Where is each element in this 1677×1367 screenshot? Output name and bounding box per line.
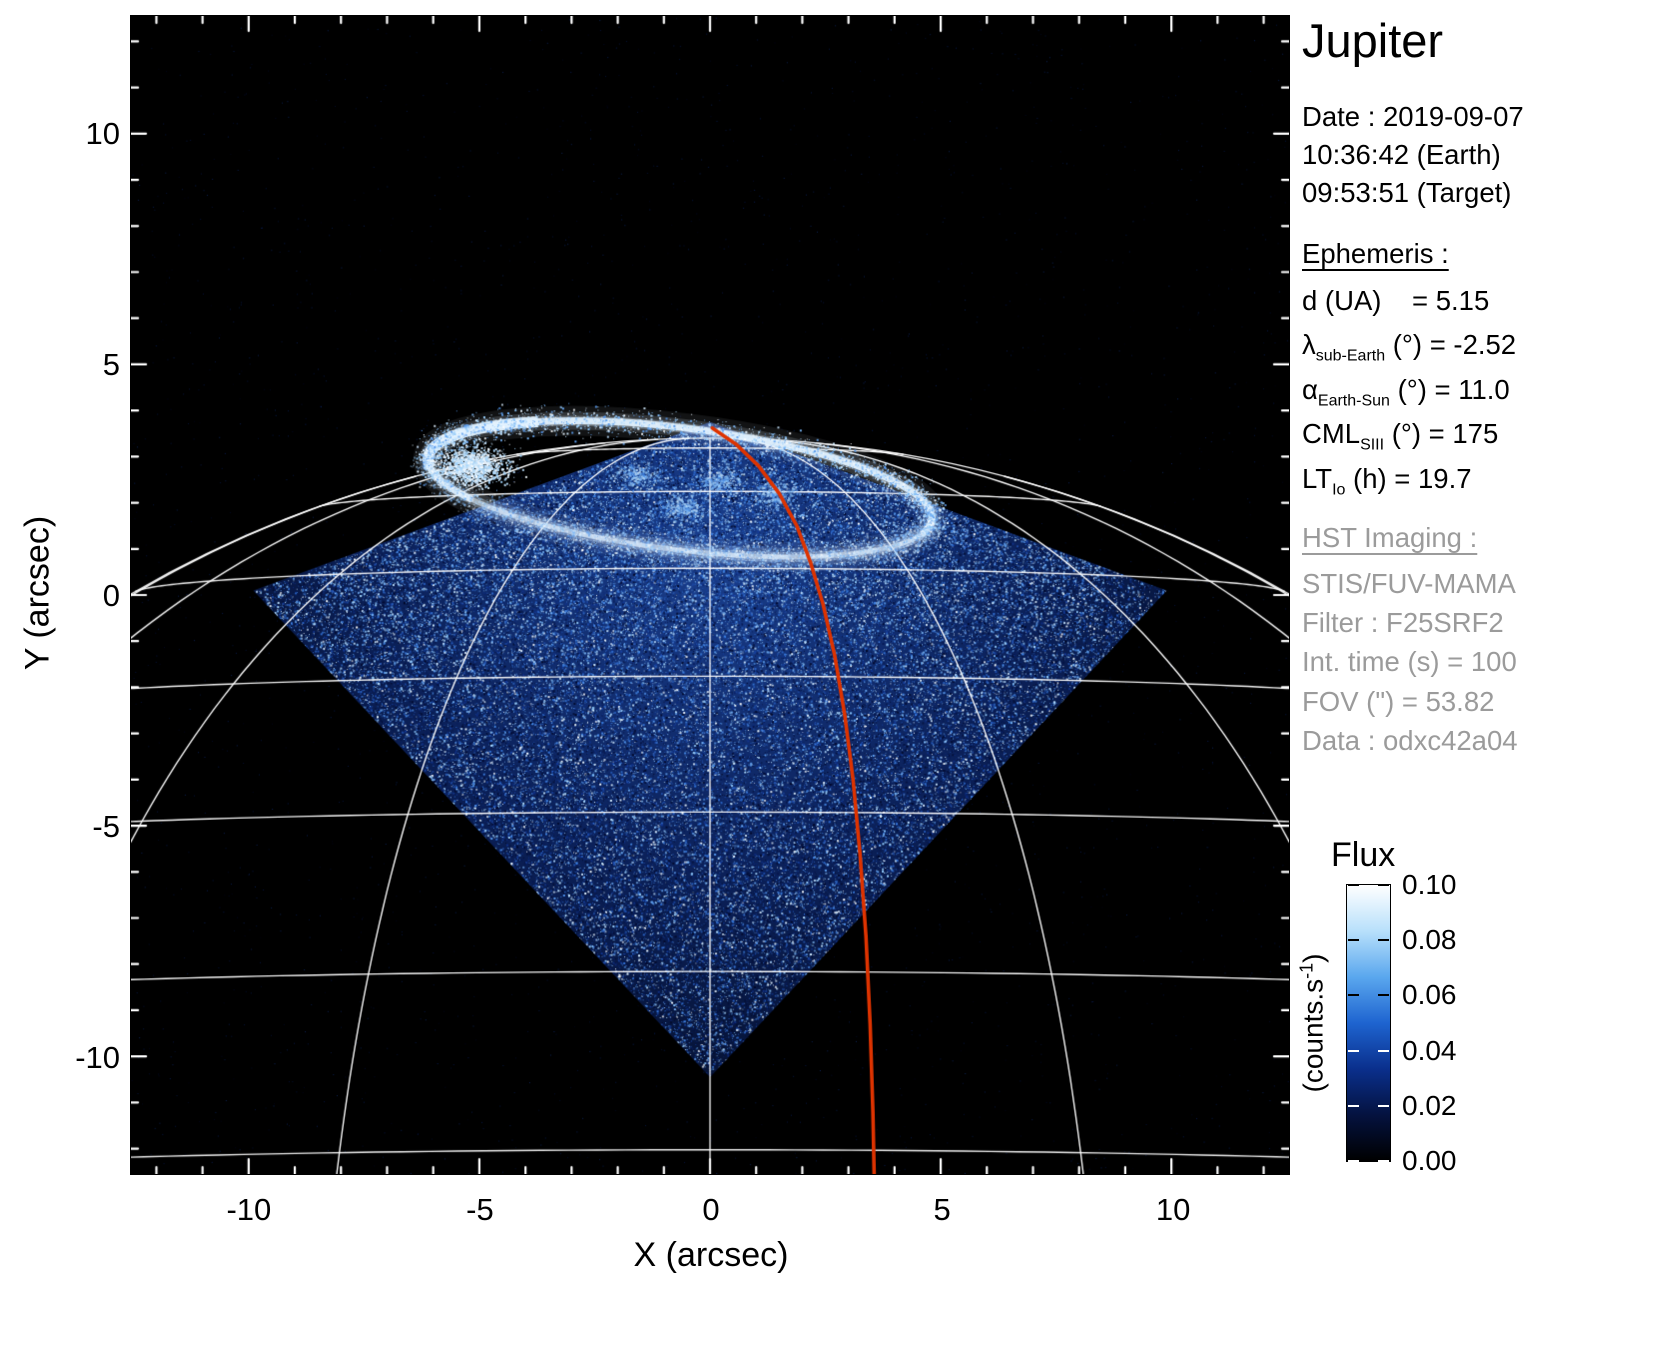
date-line: Date : 2019-09-07 xyxy=(1302,98,1674,136)
hst-filter: Filter : F25SRF2 xyxy=(1302,603,1674,642)
colorbar-tick-mark xyxy=(1378,939,1389,941)
x-tick-label: 5 xyxy=(933,1192,950,1228)
colorbar-tick-mark xyxy=(1348,1160,1359,1162)
y-tick-label: 5 xyxy=(14,347,120,383)
x-axis-title: X (arcsec) xyxy=(131,1236,1291,1275)
colorbar-unit-prefix: (counts.s xyxy=(1298,979,1329,1093)
y-tick-label: -10 xyxy=(14,1040,120,1076)
colorbar-tick-label: 0.02 xyxy=(1402,1090,1457,1122)
ephemeris-symbol: CML xyxy=(1302,418,1360,449)
ephemeris-value: (°) = 175 xyxy=(1384,418,1498,449)
colorbar-tick-mark xyxy=(1378,1050,1389,1052)
ephemeris-phase-angle: αEarth-Sun (°) = 11.0 xyxy=(1302,369,1674,414)
hst-heading: HST Imaging : xyxy=(1302,522,1674,554)
ephemeris-symbol: d xyxy=(1302,285,1317,316)
ephemeris-value: (°) = 11.0 xyxy=(1390,374,1510,405)
colorbar-tick-mark xyxy=(1378,1160,1389,1162)
ephemeris-symbol: LT xyxy=(1302,463,1332,494)
hst-data-id: Data : odxc42a04 xyxy=(1302,721,1674,760)
colorbar-tick-mark xyxy=(1348,994,1359,996)
colorbar-tick-mark xyxy=(1378,884,1389,886)
x-tick-label: -5 xyxy=(466,1192,494,1228)
ephemeris-cml: CMLSIII (°) = 175 xyxy=(1302,413,1674,458)
colorbar-tick-label: 0.00 xyxy=(1402,1145,1457,1177)
colorbar-unit-exponent: -1 xyxy=(1296,963,1316,979)
figure: -10 -5 0 5 10 10 5 0 -5 -10 X (arcsec) Y (arcsec)… xyxy=(0,0,1677,1367)
colorbar-tick-mark xyxy=(1378,994,1389,996)
y-tick-label: -5 xyxy=(14,809,120,845)
colorbar-tick-label: 0.04 xyxy=(1402,1035,1457,1067)
colorbar-unit-suffix: ) xyxy=(1298,954,1329,963)
colorbar xyxy=(1346,884,1391,1162)
ephemeris-sub-earth-lat: λsub-Earth (°) = -2.52 xyxy=(1302,324,1674,369)
ephemeris-subscript: Io xyxy=(1332,481,1345,498)
info-panel: Jupiter Date : 2019-09-07 10:36:42 (Eart… xyxy=(1302,14,1674,760)
colorbar-tick-mark xyxy=(1348,1105,1359,1107)
time-earth: 10:36:42 (Earth) xyxy=(1302,136,1674,174)
x-tick-label: -10 xyxy=(226,1192,271,1228)
ephemeris-value: (°) = -2.52 xyxy=(1385,329,1516,360)
ephemeris-subscript: SIII xyxy=(1360,437,1384,454)
ephemeris-value: (h) = 19.7 xyxy=(1345,463,1471,494)
colorbar-tick-mark xyxy=(1378,1105,1389,1107)
ephemeris-subscript: Earth-Sun xyxy=(1318,392,1390,409)
hst-imaging-section: HST Imaging : STIS/FUV-MAMA Filter : F25… xyxy=(1302,522,1674,759)
ephemeris-subscript: sub-Earth xyxy=(1316,348,1385,365)
hst-instrument: STIS/FUV-MAMA xyxy=(1302,564,1674,603)
ephemeris-section: Ephemeris : d (UA) = 5.15 λsub-Earth (°)… xyxy=(1302,238,1674,503)
colorbar-unit-label: (counts.s-1) xyxy=(1296,954,1329,1093)
hst-int-time: Int. time (s) = 100 xyxy=(1302,642,1674,681)
colorbar-title: Flux xyxy=(1331,836,1395,875)
colorbar-tick-mark xyxy=(1348,1050,1359,1052)
x-tick-label: 0 xyxy=(702,1192,719,1228)
ephemeris-symbol: λ xyxy=(1302,329,1316,360)
ephemeris-value: (UA) = 5.15 xyxy=(1317,285,1489,316)
jupiter-aurora-image-plot xyxy=(130,15,1290,1175)
time-target: 09:53:51 (Target) xyxy=(1302,174,1674,212)
hst-fov: FOV (") = 53.82 xyxy=(1302,682,1674,721)
ephemeris-heading: Ephemeris : xyxy=(1302,238,1674,270)
colorbar-tick-mark xyxy=(1348,939,1359,941)
colorbar-tick-label: 0.08 xyxy=(1402,924,1457,956)
observation-times: Date : 2019-09-07 10:36:42 (Earth) 09:53… xyxy=(1302,98,1674,212)
colorbar-tick-label: 0.06 xyxy=(1402,979,1457,1011)
ephemeris-io-local-time: LTIo (h) = 19.7 xyxy=(1302,458,1674,503)
ephemeris-distance: d (UA) = 5.15 xyxy=(1302,280,1674,325)
y-axis-title: Y (arcsec) xyxy=(19,516,58,670)
target-name: Jupiter xyxy=(1302,14,1674,68)
x-tick-label: 10 xyxy=(1156,1192,1190,1228)
y-tick-label: 10 xyxy=(14,116,120,152)
colorbar-tick-mark xyxy=(1348,884,1359,886)
ephemeris-symbol: α xyxy=(1302,374,1318,405)
colorbar-tick-label: 0.10 xyxy=(1402,869,1457,901)
